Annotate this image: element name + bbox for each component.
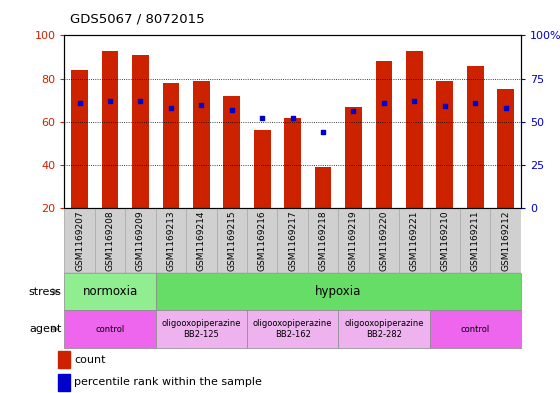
Point xyxy=(288,115,297,121)
Bar xyxy=(156,273,521,310)
Bar xyxy=(156,208,186,273)
Bar xyxy=(338,208,368,273)
Point xyxy=(75,100,84,106)
Point xyxy=(106,98,115,104)
Text: normoxia: normoxia xyxy=(82,285,138,298)
Bar xyxy=(277,208,308,273)
Bar xyxy=(436,81,453,208)
Text: GDS5067 / 8072015: GDS5067 / 8072015 xyxy=(70,13,204,26)
Bar xyxy=(430,310,521,348)
Text: GSM1169218: GSM1169218 xyxy=(319,210,328,271)
Text: control: control xyxy=(460,325,490,334)
Point xyxy=(471,100,480,106)
Text: hypoxia: hypoxia xyxy=(315,285,361,298)
Bar xyxy=(95,208,125,273)
Text: GSM1169210: GSM1169210 xyxy=(440,210,449,271)
Point xyxy=(197,101,206,108)
Bar xyxy=(71,70,88,208)
Bar xyxy=(247,208,277,273)
Bar xyxy=(102,50,118,208)
Bar xyxy=(345,107,362,208)
Point xyxy=(258,115,267,121)
Point xyxy=(319,129,328,135)
Bar xyxy=(186,208,217,273)
Bar xyxy=(315,167,332,208)
Text: GSM1169209: GSM1169209 xyxy=(136,210,145,271)
Bar xyxy=(338,310,430,348)
Bar xyxy=(162,83,179,208)
Bar xyxy=(254,130,270,208)
Point xyxy=(349,108,358,115)
Bar xyxy=(376,61,392,208)
Text: agent: agent xyxy=(29,324,62,334)
Text: GSM1169220: GSM1169220 xyxy=(379,210,389,271)
Text: percentile rank within the sample: percentile rank within the sample xyxy=(74,377,262,387)
Text: oligooxopiperazine
BB2-282: oligooxopiperazine BB2-282 xyxy=(344,320,423,339)
Point xyxy=(166,105,175,111)
Text: GSM1169215: GSM1169215 xyxy=(227,210,236,271)
Bar xyxy=(156,310,247,348)
Bar xyxy=(497,89,514,208)
Bar xyxy=(64,273,156,310)
Text: GSM1169213: GSM1169213 xyxy=(166,210,175,271)
Bar xyxy=(132,55,149,208)
Bar xyxy=(491,208,521,273)
Point xyxy=(380,100,389,106)
Text: oligooxopiperazine
BB2-162: oligooxopiperazine BB2-162 xyxy=(253,320,332,339)
Text: GSM1169219: GSM1169219 xyxy=(349,210,358,271)
Bar xyxy=(125,208,156,273)
Bar xyxy=(64,310,156,348)
Point xyxy=(227,107,236,113)
Bar xyxy=(58,374,69,391)
Bar xyxy=(308,208,338,273)
Bar xyxy=(58,351,69,368)
Text: GSM1169212: GSM1169212 xyxy=(501,210,510,271)
Bar xyxy=(223,96,240,208)
Text: GSM1169217: GSM1169217 xyxy=(288,210,297,271)
Text: GSM1169211: GSM1169211 xyxy=(470,210,480,271)
Bar xyxy=(460,208,491,273)
Bar xyxy=(284,118,301,208)
Text: GSM1169208: GSM1169208 xyxy=(105,210,115,271)
Bar xyxy=(217,208,247,273)
Point xyxy=(410,98,419,104)
Bar xyxy=(430,208,460,273)
Point xyxy=(136,98,145,104)
Text: control: control xyxy=(95,325,125,334)
Text: GSM1169214: GSM1169214 xyxy=(197,210,206,271)
Point xyxy=(501,105,510,111)
Text: GSM1169216: GSM1169216 xyxy=(258,210,267,271)
Bar xyxy=(247,310,338,348)
Bar xyxy=(467,66,483,208)
Text: GSM1169207: GSM1169207 xyxy=(75,210,84,271)
Bar xyxy=(368,208,399,273)
Text: GSM1169221: GSM1169221 xyxy=(410,210,419,271)
Bar xyxy=(64,208,95,273)
Text: count: count xyxy=(74,354,106,365)
Point xyxy=(440,103,449,109)
Text: stress: stress xyxy=(29,287,62,297)
Text: oligooxopiperazine
BB2-125: oligooxopiperazine BB2-125 xyxy=(162,320,241,339)
Bar xyxy=(406,50,423,208)
Bar xyxy=(193,81,209,208)
Bar xyxy=(399,208,430,273)
